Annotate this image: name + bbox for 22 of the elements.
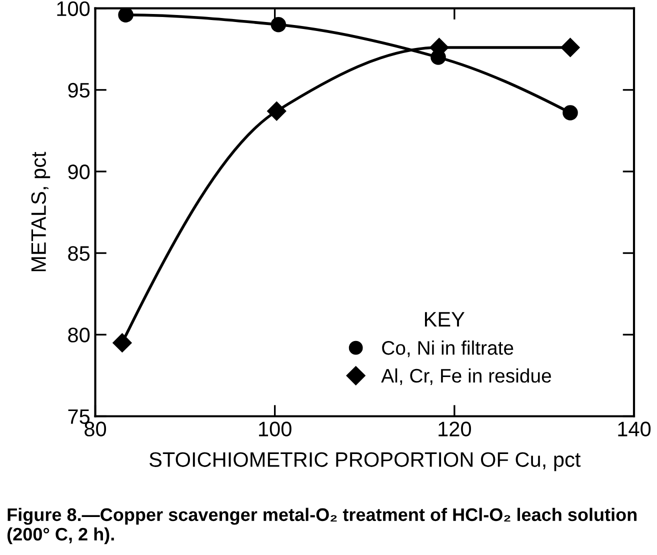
legend-label: Co, Ni in filtrate (382, 340, 514, 358)
x-tick-label: 80 (84, 422, 106, 436)
x-tick-label: 100 (259, 422, 292, 436)
point (112, 333, 132, 352)
point (267, 102, 286, 121)
x-axis-title: STOICHIOMETRIC PROPORTION OF Cu, pct (150, 452, 581, 472)
point (560, 38, 580, 58)
y-tick-label: 85 (68, 246, 90, 261)
y-tick-label: 95 (68, 82, 90, 98)
point (562, 105, 578, 120)
point (270, 17, 286, 32)
y-axis-title: METALS, pct (31, 152, 50, 272)
caption: Figure 8.—Copper scavenger metal-O₂ treatment of HCl-O₂ leach solution (200° C, 2 h). (7, 508, 637, 544)
y-tick-label: 90 (68, 164, 90, 180)
point (118, 8, 134, 22)
y-tick-label: 80 (68, 328, 90, 342)
y-tick-label: 75 (68, 409, 90, 424)
legend-title: KEY (424, 312, 465, 326)
x-tick-label: 140 (618, 422, 651, 436)
x-tick-label: 120 (438, 422, 471, 436)
legend-label: Al, Cr, Fe in residue (381, 368, 551, 385)
y-tick-label: 100 (57, 1, 90, 16)
